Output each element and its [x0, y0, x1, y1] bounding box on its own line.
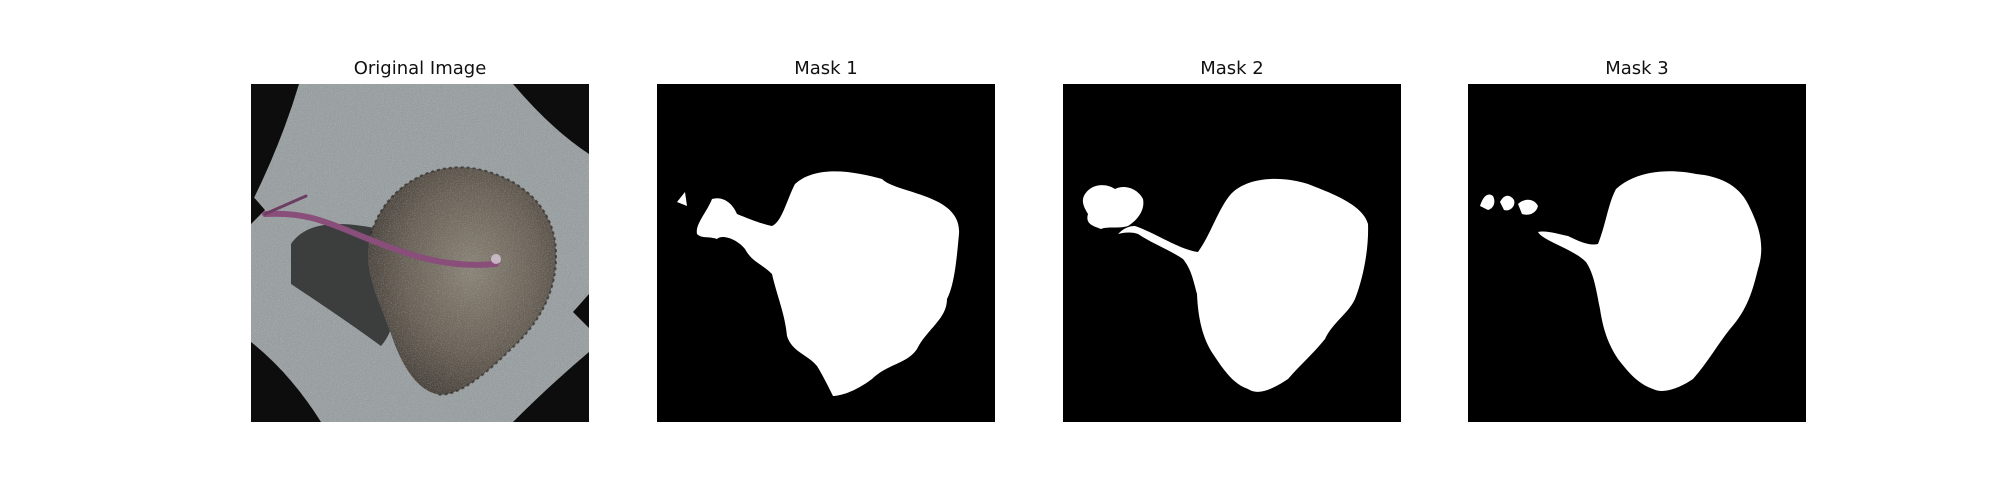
- mask-fragment-1: [1480, 194, 1495, 210]
- mask-2-image: [1063, 84, 1401, 422]
- mask-speckle: [1219, 222, 1229, 234]
- panel-title-original: Original Image: [353, 58, 487, 79]
- panel-title-mask-2: Mask 2: [1200, 58, 1264, 79]
- panel-mask-2: Mask 2: [1063, 0, 1401, 500]
- panel-mask-3: Mask 3: [1468, 0, 1806, 500]
- mask-stem-fragment: [677, 192, 687, 206]
- panel-title-mask-1: Mask 1: [794, 58, 858, 79]
- leaf-stem: [262, 210, 499, 268]
- panel-original: Original Image: [251, 0, 589, 500]
- mask-1-image: [657, 84, 995, 422]
- mask-leaf-region: [1538, 171, 1762, 391]
- panel-title-mask-3: Mask 3: [1605, 58, 1669, 79]
- original-image: [251, 84, 589, 422]
- mask-3-image: [1468, 84, 1806, 422]
- panel-mask-1: Mask 1: [657, 0, 995, 500]
- mask-blob-top-left: [1082, 185, 1144, 229]
- leaf-edge: [370, 166, 558, 396]
- dark-region-left-notch: [251, 194, 265, 224]
- mask-leaf-region: [696, 171, 960, 396]
- dark-region-top-left: [251, 84, 299, 204]
- leaf-highlight: [491, 254, 501, 264]
- mask-fragment-2: [1500, 195, 1515, 211]
- mask-leaf-region: [1118, 178, 1369, 392]
- dark-region-bottom-left: [251, 342, 321, 422]
- mask-fragment-3: [1518, 199, 1538, 215]
- dark-region-bottom-right: [513, 352, 589, 422]
- leaf-blade: [368, 167, 557, 395]
- dark-region-right: [573, 294, 589, 328]
- dark-region-top-right: [513, 84, 589, 154]
- stem-tip: [263, 194, 308, 216]
